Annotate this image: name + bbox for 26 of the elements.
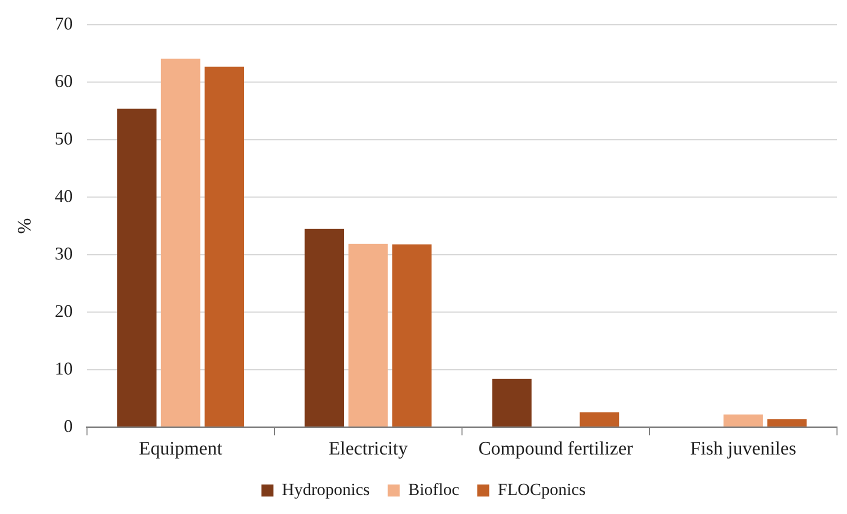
bar [304,228,344,427]
bar [160,58,200,427]
x-tick-label: Fish juveniles [690,438,796,460]
bar [767,419,807,427]
y-tick-label: 0 [64,416,73,436]
y-tick-label: 20 [54,300,73,321]
legend-label: Hydroponics [282,480,370,499]
y-axis-title: % [14,218,36,234]
legend-label: Biofloc [408,480,460,499]
bar [204,66,244,427]
x-tick-label: Electricity [328,438,408,460]
bar [392,244,432,427]
bar [492,378,532,427]
y-tick-label: 40 [54,186,73,206]
bar [724,414,763,427]
x-tick-label: Compound fertilizer [478,438,634,460]
y-tick-label: 50 [54,128,73,149]
x-tick-label: Equipment [138,438,223,460]
legend-label: FLOCponics [498,480,586,499]
y-tick-label: 10 [54,358,73,378]
bar [348,244,388,427]
y-tick-label: 70 [54,14,73,34]
y-tick-label: 30 [54,243,73,264]
bar [580,412,620,427]
y-tick-label: 60 [54,71,73,92]
bar [117,108,157,427]
